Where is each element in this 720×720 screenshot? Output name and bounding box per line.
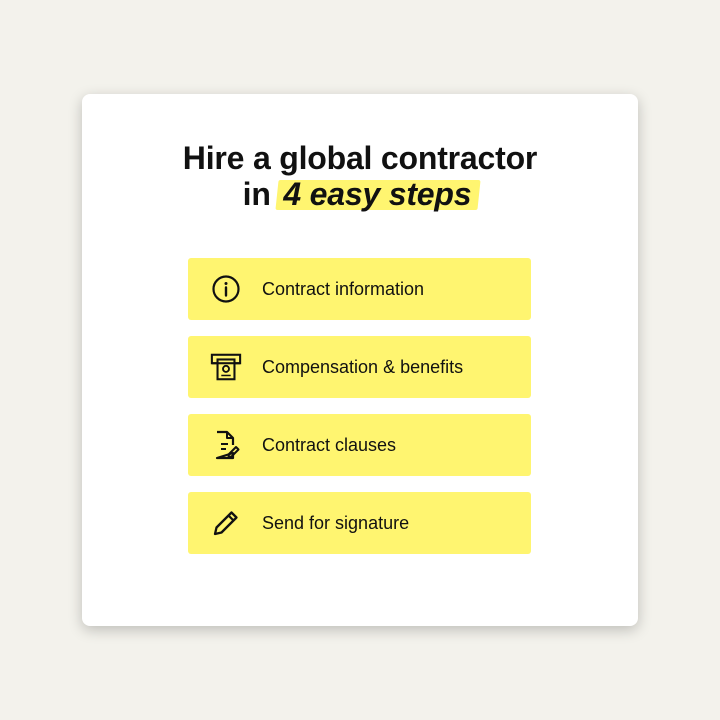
document-edit-icon: [210, 429, 242, 461]
headline-prefix: in: [242, 176, 271, 212]
steps-list: Contract information Compensation & bene…: [188, 258, 531, 570]
headline-line-1: Hire a global contractor: [182, 140, 538, 176]
money-icon: [210, 351, 242, 383]
step-compensation-benefits[interactable]: Compensation & benefits: [188, 336, 531, 398]
pencil-icon: [210, 507, 242, 539]
step-label: Send for signature: [262, 512, 410, 533]
step-contract-information[interactable]: Contract information: [188, 258, 531, 320]
step-send-for-signature[interactable]: Send for signature: [188, 492, 531, 554]
page-title: Hire a global contractor in 4 easy steps: [82, 140, 638, 212]
info-icon: [210, 273, 242, 305]
hiring-card: Hire a global contractor in 4 easy steps…: [82, 94, 638, 626]
step-contract-clauses[interactable]: Contract clauses: [188, 414, 531, 476]
step-label: Contract clauses: [262, 434, 397, 455]
headline-line-2: in 4 easy steps: [82, 176, 638, 212]
step-label: Contract information: [262, 278, 425, 299]
headline-highlight: 4 easy steps: [279, 176, 477, 212]
step-label: Compensation & benefits: [262, 356, 464, 377]
